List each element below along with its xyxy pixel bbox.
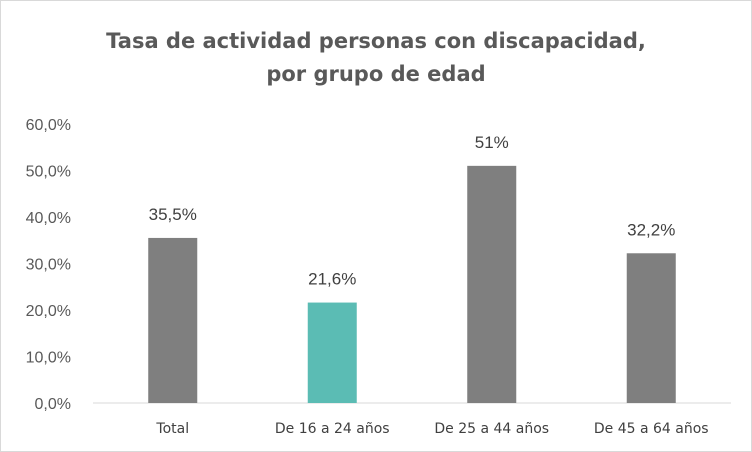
x-tick-label: Total <box>155 421 189 437</box>
y-tick-label: 10,0% <box>26 350 71 367</box>
y-tick-label: 60,0% <box>26 117 71 134</box>
bar <box>626 253 676 403</box>
y-tick-label: 20,0% <box>26 303 71 320</box>
y-tick-label: 0,0% <box>35 396 71 413</box>
y-tick-label: 40,0% <box>26 210 71 227</box>
bar <box>148 237 198 403</box>
data-label: 32,2% <box>627 220 675 239</box>
bar <box>307 302 357 403</box>
data-label: 21,6% <box>308 270 356 289</box>
data-label: 35,5% <box>149 205 197 224</box>
chart-title-line-1: Tasa de actividad personas con discapaci… <box>106 29 646 53</box>
x-tick-label: De 16 a 24 años <box>275 421 390 437</box>
y-tick-label: 30,0% <box>26 257 71 274</box>
y-tick-label: 50,0% <box>26 164 71 181</box>
x-tick-label: De 25 a 44 años <box>434 421 549 437</box>
bar <box>467 165 517 403</box>
chart-title: Tasa de actividad personas con discapaci… <box>1 25 751 91</box>
x-tick-label: De 45 a 64 años <box>594 421 709 437</box>
chart-title-line-2: por grupo de edad <box>266 62 486 86</box>
data-label: 51% <box>475 133 509 152</box>
